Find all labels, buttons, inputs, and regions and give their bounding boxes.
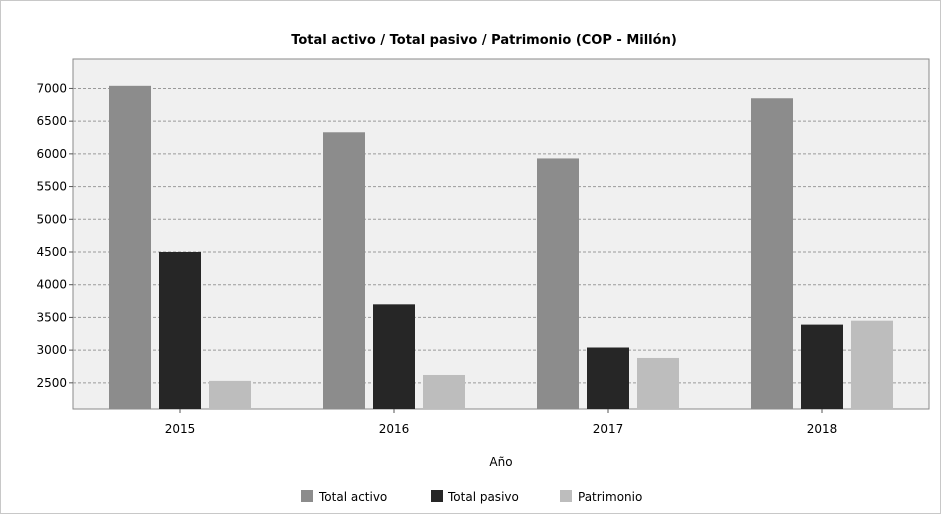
y-tick-label: 7000 xyxy=(36,81,67,95)
y-tick-label: 5500 xyxy=(36,180,67,194)
x-axis-ticks: 2015 2016 2017 2018 xyxy=(165,409,838,436)
bar-patrimonio xyxy=(637,357,679,409)
legend-label: Patrimonio xyxy=(578,490,642,504)
bar-patrimonio xyxy=(423,374,465,409)
bar-total-pasivo xyxy=(373,304,415,409)
bar-total-activo xyxy=(537,158,579,409)
y-tick-label: 4000 xyxy=(36,278,67,292)
legend-label: Total activo xyxy=(318,490,387,504)
y-tick-label: 5000 xyxy=(36,212,67,226)
chart-title: Total activo / Total pasivo / Patrimonio… xyxy=(291,33,677,48)
bar-patrimonio xyxy=(851,320,893,409)
y-tick-label: 6000 xyxy=(36,147,67,161)
legend-swatch-total-activo xyxy=(301,490,313,502)
bars xyxy=(109,85,893,410)
x-tick-label: 2015 xyxy=(165,422,196,436)
bar-total-pasivo xyxy=(801,324,843,409)
bar-patrimonio xyxy=(209,380,251,409)
y-tick-label: 6500 xyxy=(36,114,67,128)
x-tick-label: 2016 xyxy=(379,422,410,436)
plot-area xyxy=(72,58,930,410)
x-tick-label: 2018 xyxy=(807,422,838,436)
y-tick-label: 3000 xyxy=(36,343,67,357)
y-tick-label: 2500 xyxy=(36,376,67,390)
y-tick-label: 3500 xyxy=(36,310,67,324)
x-axis-label: Año xyxy=(489,455,512,469)
bar-total-pasivo xyxy=(587,347,629,409)
y-axis-ticks: 2500 3000 3500 4000 4500 5000 5500 6000 6500 7000 xyxy=(36,81,73,390)
legend: Total activo Total pasivo Patrimonio xyxy=(301,490,642,504)
x-tick-label: 2017 xyxy=(593,422,624,436)
bar-total-activo xyxy=(323,132,365,409)
legend-swatch-total-pasivo xyxy=(431,490,443,502)
y-tick-label: 4500 xyxy=(36,245,67,259)
bar-total-pasivo xyxy=(159,251,201,409)
legend-label: Total pasivo xyxy=(447,490,519,504)
bar-total-activo xyxy=(751,98,793,410)
bar-total-activo xyxy=(109,85,151,409)
legend-swatch-patrimonio xyxy=(560,490,572,502)
